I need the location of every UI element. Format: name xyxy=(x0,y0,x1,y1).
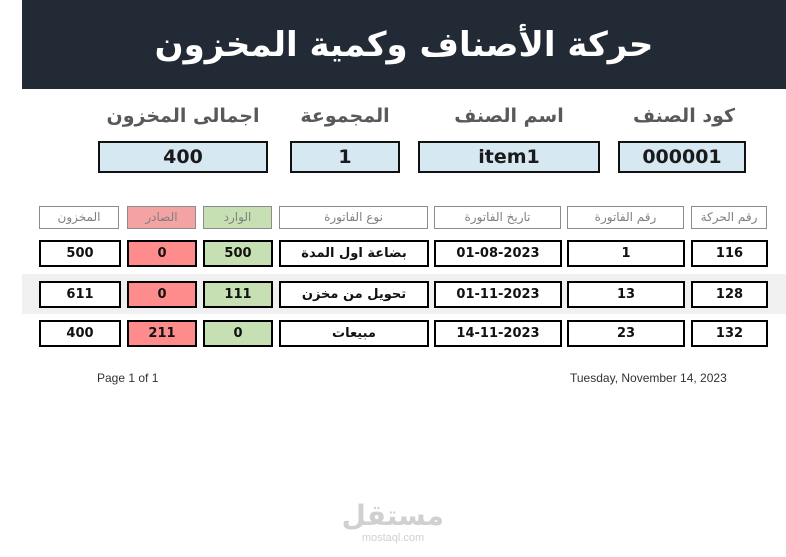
cell-invoice-type: تحويل من مخزن xyxy=(279,281,429,308)
cell-invoice-no: 23 xyxy=(567,320,685,347)
col-stock: المخزون xyxy=(39,206,119,229)
total-stock-value: 400 xyxy=(98,141,268,173)
cell-outgoing: 0 xyxy=(127,281,197,308)
col-invoice-date: تاريخ الفاتورة xyxy=(434,206,561,229)
col-outgoing: الصادر xyxy=(127,206,196,229)
title-banner: حركة الأصناف وكمية المخزون xyxy=(22,0,786,89)
cell-incoming: 500 xyxy=(203,240,273,267)
col-invoice-type: نوع الفاتورة xyxy=(279,206,428,229)
cell-invoice-date: 01-11-2023 xyxy=(434,281,562,308)
watermark-latin: mostaql.com xyxy=(361,532,425,544)
watermark-logo: مستقل mostaql.com xyxy=(341,499,444,545)
cell-stock: 400 xyxy=(39,320,121,347)
cell-invoice-date: 01-08-2023 xyxy=(434,240,562,267)
group-label: المجموعة xyxy=(300,105,390,127)
col-invoice-no: رقم الفاتورة xyxy=(567,206,684,229)
report-title: حركة الأصناف وكمية المخزون xyxy=(154,24,654,65)
cell-stock: 500 xyxy=(39,240,121,267)
cell-movement-no: 116 xyxy=(691,240,768,267)
cell-outgoing: 211 xyxy=(127,320,197,347)
cell-invoice-type: مبيعات xyxy=(279,320,429,347)
cell-stock: 611 xyxy=(39,281,121,308)
cell-movement-no: 132 xyxy=(691,320,768,347)
group-value: 1 xyxy=(290,141,400,173)
cell-invoice-type: بضاعة اول المدة xyxy=(279,240,429,267)
item-code-value: 000001 xyxy=(618,141,746,173)
print-date: Tuesday, November 14, 2023 xyxy=(570,371,727,385)
item-name-value: item1 xyxy=(418,141,600,173)
cell-incoming: 111 xyxy=(203,281,273,308)
total-stock-label: اجمالى المخزون xyxy=(106,105,260,127)
page-number: Page 1 of 1 xyxy=(97,371,159,385)
cell-incoming: 0 xyxy=(203,320,273,347)
item-name-label: اسم الصنف xyxy=(454,105,564,127)
item-code-label: كود الصنف xyxy=(632,105,736,127)
col-movement-no: رقم الحركة xyxy=(691,206,767,229)
cell-movement-no: 128 xyxy=(691,281,768,308)
cell-invoice-no: 1 xyxy=(567,240,685,267)
col-incoming: الوارد xyxy=(203,206,272,229)
cell-invoice-date: 14-11-2023 xyxy=(434,320,562,347)
cell-invoice-no: 13 xyxy=(567,281,685,308)
watermark-arabic: مستقل xyxy=(341,499,444,532)
cell-outgoing: 0 xyxy=(127,240,197,267)
